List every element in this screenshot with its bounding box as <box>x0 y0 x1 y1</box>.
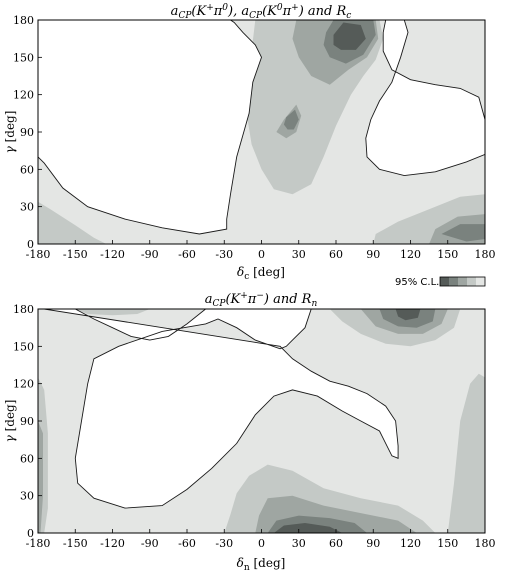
x-tick-label-bottom-6: 0 <box>258 537 265 550</box>
legend-label: 95% C.L. <box>395 277 439 288</box>
excluded-region-bottom-0 <box>44 309 399 509</box>
legend-frame <box>439 276 486 287</box>
x-tick-label-bottom-9: 90 <box>366 537 380 550</box>
chart-title-bottom: aCP(K+π−) and Rn <box>205 291 318 309</box>
excluded-region-top-1 <box>365 20 485 177</box>
y-tick-label-bottom-3: 90 <box>20 415 34 428</box>
ticks-bottom: -180 -150 -120 -90 -60 -30 0 30 60 90 120 150 180 0 30… <box>13 303 496 550</box>
confidence-region-bottom-11 <box>273 523 343 533</box>
y-tick-label-bottom-1: 30 <box>20 490 34 503</box>
x-tick-label-top-11: 150 <box>437 248 458 261</box>
legend-swatch-90 <box>467 277 476 286</box>
x-axis-label-top: δc [deg] <box>237 265 285 282</box>
x-tick-label-top-4: -60 <box>178 248 196 261</box>
plot-area-top <box>38 20 485 244</box>
x-tick-label-bottom-10: 120 <box>400 537 421 550</box>
y-tick-label-bottom-0: 0 <box>27 527 34 540</box>
y-tick-label-top-1: 30 <box>20 201 34 214</box>
x-tick-label-top-0: -180 <box>26 248 51 261</box>
panel-top: aCP(K+π0), aCP(K0π+) and Rc -180 -150 -120… <box>3 3 496 282</box>
x-tick-label-top-1: -150 <box>63 248 88 261</box>
confidence-region-bottom-5 <box>75 309 150 316</box>
confidence-region-top-11 <box>333 22 366 50</box>
x-tick-label-bottom-1: -150 <box>63 537 88 550</box>
x-tick-label-bottom-3: -90 <box>141 537 159 550</box>
confidence-region-bottom-8 <box>38 421 43 533</box>
confidence-region-top-9 <box>441 224 485 242</box>
y-tick-label-top-2: 60 <box>20 163 34 176</box>
x-tick-label-top-3: -90 <box>141 248 159 261</box>
confidence-region-top-10 <box>283 109 299 130</box>
x-tick-label-top-5: -30 <box>215 248 233 261</box>
x-tick-label-bottom-8: 60 <box>329 537 343 550</box>
confidence-region-bottom-12 <box>395 309 421 321</box>
legend: 95% C.L. <box>395 276 486 288</box>
x-tick-label-bottom-11: 150 <box>437 537 458 550</box>
x-tick-label-top-9: 90 <box>366 248 380 261</box>
legend-swatch-50 <box>449 277 458 286</box>
x-tick-label-top-2: -120 <box>100 248 125 261</box>
y-tick-label-top-0: 0 <box>27 238 34 251</box>
x-tick-label-bottom-4: -60 <box>178 537 196 550</box>
y-axis-label-bottom: γ [deg] <box>3 400 17 443</box>
x-tick-label-top-7: 30 <box>292 248 306 261</box>
x-tick-label-bottom-2: -120 <box>100 537 125 550</box>
y-tick-label-bottom-2: 60 <box>20 452 34 465</box>
y-tick-label-bottom-4: 120 <box>13 378 34 391</box>
panel-bottom: aCP(K+π−) and Rn -180 -150 -120 -90 -60 -30 0 3… <box>3 291 496 572</box>
y-tick-label-bottom-5: 150 <box>13 340 34 353</box>
x-tick-label-top-8: 60 <box>329 248 343 261</box>
ticks-top: -180 -150 -120 -90 -60 -30 0 30 60 90 120 150 180 0 30… <box>13 14 496 261</box>
excluded-region-top-0 <box>38 20 262 235</box>
y-tick-label-top-5: 150 <box>13 51 34 64</box>
legend-swatch-30 <box>440 277 449 286</box>
chart-title-top: aCP(K+π0), aCP(K0π+) and Rc <box>171 3 352 21</box>
y-tick-label-top-6: 180 <box>13 14 34 27</box>
x-tick-label-bottom-12: 180 <box>475 537 496 550</box>
plot-area-bottom <box>38 309 485 533</box>
legend-swatch-68 <box>458 277 467 286</box>
x-tick-label-bottom-7: 30 <box>292 537 306 550</box>
y-tick-label-top-3: 90 <box>20 126 34 139</box>
y-axis-label-top: γ [deg] <box>3 111 17 154</box>
confidence-region-bottom-2 <box>447 373 485 533</box>
y-tick-label-top-4: 120 <box>13 89 34 102</box>
x-tick-label-bottom-5: -30 <box>215 537 233 550</box>
x-tick-label-top-12: 180 <box>475 248 496 261</box>
y-tick-label-bottom-6: 180 <box>13 303 34 316</box>
legend-swatch-95 <box>476 277 485 286</box>
x-tick-label-bottom-0: -180 <box>26 537 51 550</box>
confidence-region-top-1 <box>38 201 107 244</box>
x-tick-label-top-6: 0 <box>258 248 265 261</box>
x-axis-label-bottom: δn [deg] <box>237 556 286 572</box>
x-tick-label-top-10: 120 <box>400 248 421 261</box>
